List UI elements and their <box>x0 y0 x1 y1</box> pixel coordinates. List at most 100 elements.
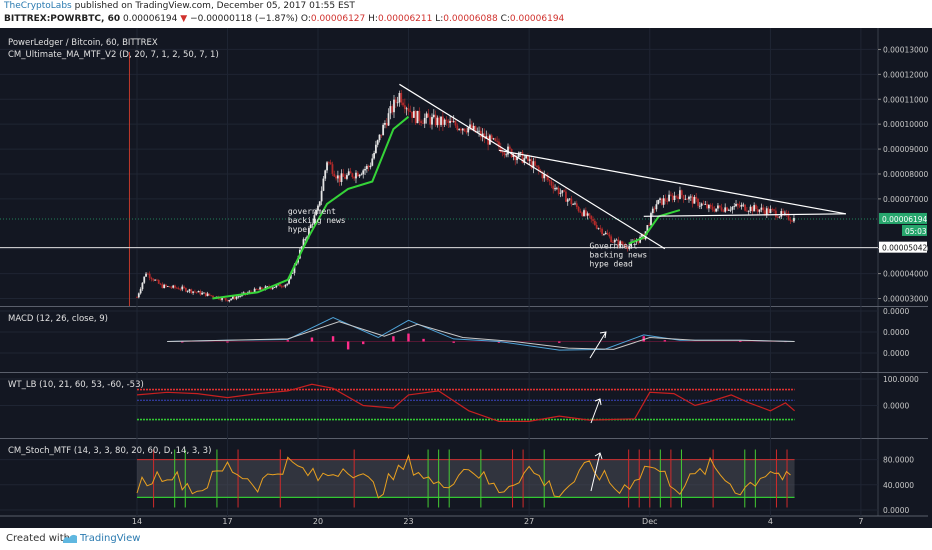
candle-body <box>166 286 169 287</box>
y-tick-label: 0.0000 <box>883 349 909 358</box>
y-tick-label: 80.0000 <box>883 456 914 465</box>
candle-body <box>733 206 736 207</box>
candle-body <box>657 199 660 205</box>
macd-histogram-bar <box>226 341 229 343</box>
candle-body <box>329 162 332 165</box>
candle-body <box>593 220 596 225</box>
candle-body <box>143 276 146 283</box>
candle-body <box>418 110 421 122</box>
candle-body <box>230 298 233 300</box>
candle-body <box>621 241 623 245</box>
candle-body <box>575 203 578 207</box>
y-tick-label: 0.00007000 <box>883 195 929 204</box>
candle-body <box>537 166 540 171</box>
candle-body <box>727 209 730 211</box>
candle-body <box>367 165 370 168</box>
low-label: L: <box>435 14 444 24</box>
open-value: 0.00006127 <box>310 14 366 24</box>
candle-body <box>523 158 526 163</box>
candle-body <box>384 123 386 125</box>
candle-body <box>507 146 509 155</box>
candle-body <box>165 284 167 287</box>
chart-canvas[interactable]: 1417202327Dec471114180.000130000.0001200… <box>0 28 932 528</box>
candle-body <box>282 286 285 288</box>
chart-header: TheCryptoLabs published on TradingView.c… <box>4 0 928 28</box>
candle-body <box>711 206 714 210</box>
candle-body <box>483 133 486 139</box>
candle-body <box>774 210 777 218</box>
candle-body <box>749 206 752 211</box>
candle-body <box>219 299 222 300</box>
moving-average-line <box>212 115 410 300</box>
current-price-label: 0.00006194 <box>882 215 928 224</box>
candle-body <box>684 198 687 200</box>
candle-body <box>445 119 448 121</box>
candle-body <box>425 113 428 118</box>
y-tick-label: 0.0000 <box>883 328 909 337</box>
candle-body <box>156 279 158 281</box>
candle-body <box>622 244 625 246</box>
candle-body <box>570 198 573 205</box>
candle-body <box>597 228 600 230</box>
y-tick-label: 40.0000 <box>883 481 914 490</box>
candle-body <box>527 155 529 161</box>
candle-body <box>257 289 260 291</box>
stoch-band <box>137 459 795 498</box>
candle-body <box>742 204 745 206</box>
candle-body <box>653 208 656 210</box>
macd-histogram-bar <box>642 336 645 342</box>
candle-body <box>210 295 213 297</box>
candle-body <box>744 204 746 211</box>
x-tick-label: 20 <box>313 517 323 526</box>
candle-body <box>327 162 330 164</box>
candle-body <box>581 212 584 217</box>
candle-body <box>286 283 289 285</box>
candle-body <box>259 287 261 290</box>
candle-body <box>275 284 278 288</box>
candle-body <box>362 170 365 175</box>
y-tick-label: 0.00009000 <box>883 145 929 154</box>
x-tick-label: 7 <box>858 517 863 526</box>
candle-body <box>313 215 316 225</box>
trend-line <box>643 213 846 217</box>
candle-body <box>174 285 176 288</box>
candle-body <box>163 284 166 289</box>
candle-body <box>148 273 151 278</box>
candle-body <box>320 190 323 202</box>
candle-body <box>300 246 303 250</box>
candle-body <box>565 191 567 202</box>
tradingview-brand[interactable]: TradingView <box>80 533 141 544</box>
candle-body <box>751 206 754 212</box>
candle-body <box>226 299 229 302</box>
candle-body <box>709 204 712 207</box>
candle-body <box>505 154 508 156</box>
candle-body <box>776 217 779 218</box>
candle-body <box>762 207 765 211</box>
candle-body <box>487 136 490 145</box>
candle-body <box>351 173 354 178</box>
candle-body <box>695 196 698 199</box>
trend-line <box>498 149 846 215</box>
candle-body <box>785 212 788 214</box>
candle-body <box>440 116 442 125</box>
candle-body <box>613 240 616 243</box>
candle-body <box>698 205 701 207</box>
candle-body <box>519 152 522 154</box>
candle-body <box>449 120 451 123</box>
close-label: C: <box>500 14 510 24</box>
candle-body <box>279 283 281 287</box>
x-tick-label: 23 <box>403 517 413 526</box>
annotation-text: government <box>288 207 336 216</box>
candle-body <box>190 289 193 293</box>
macd-histogram-bar <box>497 341 501 343</box>
macd-pane-title: MACD (12, 26, close, 9) <box>8 314 108 324</box>
candle-body <box>443 119 446 125</box>
candle-body <box>271 287 274 289</box>
candle-body <box>137 293 140 298</box>
candle-body <box>208 293 211 296</box>
author-link[interactable]: TheCryptoLabs <box>4 1 72 11</box>
candle-body <box>673 195 676 201</box>
candle-body <box>722 210 725 212</box>
candle-body <box>239 295 242 297</box>
candle-body <box>626 247 629 249</box>
